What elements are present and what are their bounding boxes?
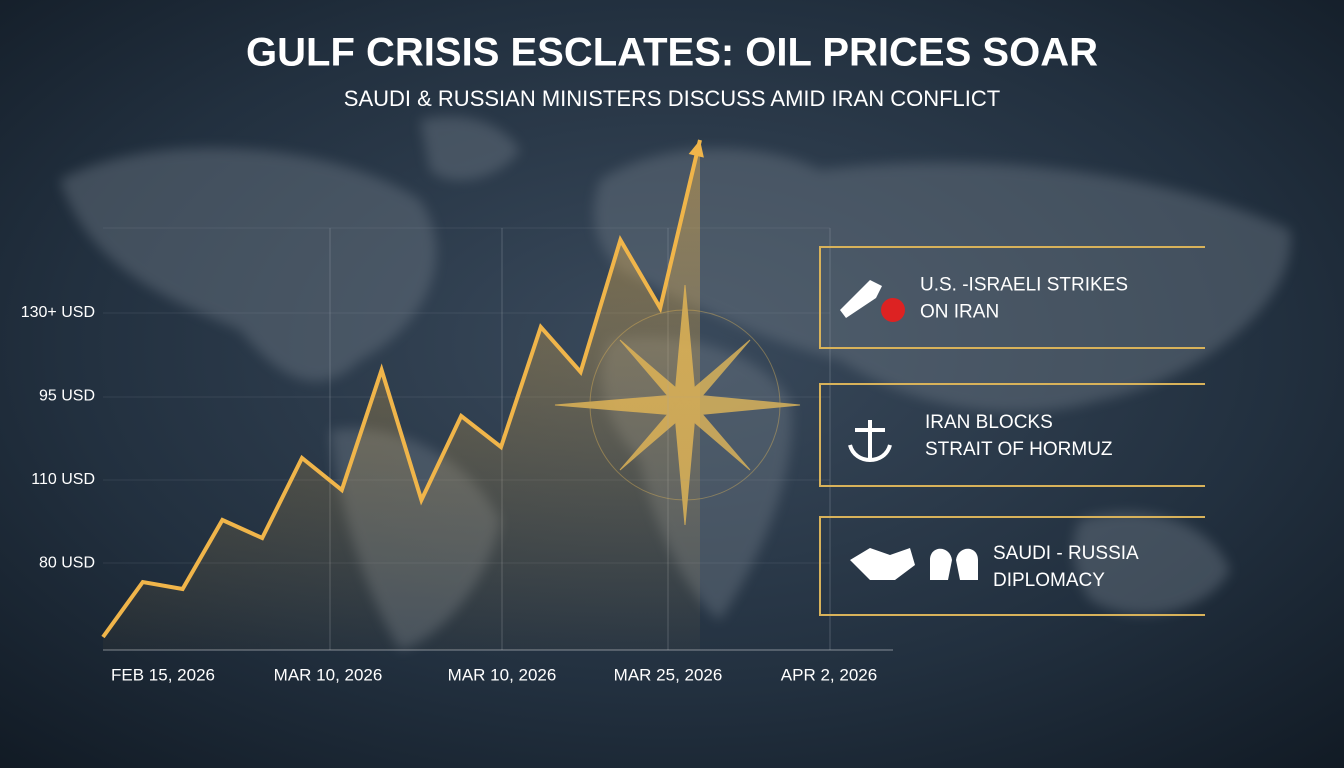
panel-border <box>819 516 1205 616</box>
area <box>103 140 700 650</box>
y-label: 110 USD <box>31 471 95 488</box>
y-label: 80 USD <box>39 555 95 572</box>
panel-text: DIPLOMACY <box>993 570 1105 591</box>
rocket-icon <box>840 280 882 318</box>
chart: 130+ USD 95 USD 110 USD 80 USD FEB 15, 2026 M… <box>21 139 893 684</box>
panel-icons <box>840 280 978 580</box>
panel-border <box>819 383 1205 487</box>
x-label: APR 2, 2026 <box>781 665 877 684</box>
y-label: 130+ USD <box>21 304 95 321</box>
panel-text: ON IRAN <box>920 302 999 323</box>
panel-text: SAUDI - RUSSIA <box>993 543 1139 564</box>
x-label: FEB 15, 2026 <box>111 665 215 684</box>
y-label: 95 USD <box>39 388 95 405</box>
panel-text: STRAIT OF HORMUZ <box>925 439 1113 460</box>
price-line <box>101 139 702 639</box>
handshake-icon <box>850 548 915 580</box>
x-label: MAR 25, 2026 <box>614 665 723 684</box>
event-panels: U.S. -ISRAELI STRIKES ON IRAN IRAN BLOCKS S… <box>819 246 1205 616</box>
panel-text: IRAN BLOCKS <box>925 412 1053 433</box>
flag-icon <box>881 298 905 322</box>
subtitle: SAUDI & RUSSIAN MINISTERS DISCUSS AMID I… <box>344 86 1000 111</box>
x-label: MAR 10, 2026 <box>448 665 557 684</box>
panel-text: U.S. -ISRAELI STRIKES <box>920 275 1128 296</box>
heads-icon <box>930 548 978 580</box>
x-label: MAR 10, 2026 <box>274 665 383 684</box>
title: GULF CRISIS ESCLATES: OIL PRICES SOAR <box>246 31 1098 75</box>
arrow-head <box>688 140 704 158</box>
panel-border <box>819 246 1205 349</box>
anchor-icon <box>848 420 892 462</box>
